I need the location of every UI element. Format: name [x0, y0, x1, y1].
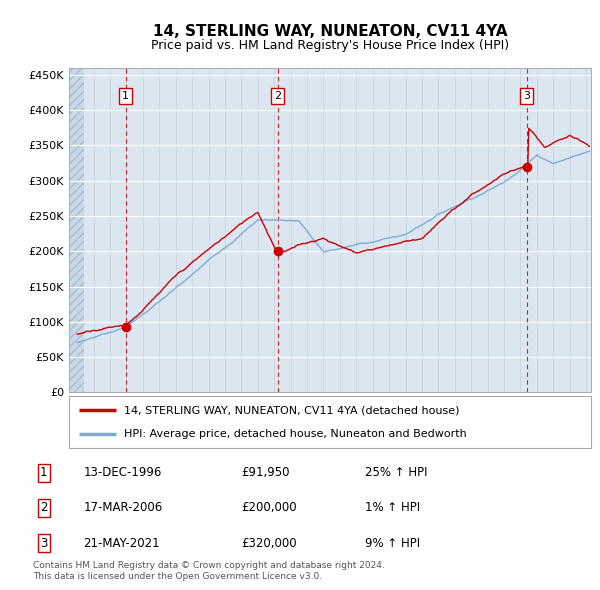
- Text: 17-MAR-2006: 17-MAR-2006: [83, 502, 163, 514]
- Text: 2: 2: [274, 91, 281, 101]
- Text: £91,950: £91,950: [241, 466, 290, 480]
- Bar: [69, 68, 84, 392]
- Text: 1: 1: [122, 91, 129, 101]
- Text: 13-DEC-1996: 13-DEC-1996: [83, 466, 162, 480]
- Text: HPI: Average price, detached house, Nuneaton and Bedworth: HPI: Average price, detached house, Nune…: [124, 430, 467, 440]
- Text: 3: 3: [523, 91, 530, 101]
- Text: 2: 2: [40, 502, 47, 514]
- Text: 14, STERLING WAY, NUNEATON, CV11 4YA (detached house): 14, STERLING WAY, NUNEATON, CV11 4YA (de…: [124, 405, 460, 415]
- Text: £320,000: £320,000: [241, 536, 297, 550]
- Text: £200,000: £200,000: [241, 502, 297, 514]
- Text: 21-MAY-2021: 21-MAY-2021: [83, 536, 160, 550]
- Text: 25% ↑ HPI: 25% ↑ HPI: [365, 466, 428, 480]
- Text: 14, STERLING WAY, NUNEATON, CV11 4YA: 14, STERLING WAY, NUNEATON, CV11 4YA: [153, 24, 507, 38]
- Text: 1% ↑ HPI: 1% ↑ HPI: [365, 502, 421, 514]
- Text: Price paid vs. HM Land Registry's House Price Index (HPI): Price paid vs. HM Land Registry's House …: [151, 39, 509, 52]
- Text: 1: 1: [40, 466, 47, 480]
- Text: This data is licensed under the Open Government Licence v3.0.: This data is licensed under the Open Gov…: [33, 572, 322, 581]
- Text: 9% ↑ HPI: 9% ↑ HPI: [365, 536, 421, 550]
- Text: 3: 3: [40, 536, 47, 550]
- Text: Contains HM Land Registry data © Crown copyright and database right 2024.: Contains HM Land Registry data © Crown c…: [33, 560, 385, 569]
